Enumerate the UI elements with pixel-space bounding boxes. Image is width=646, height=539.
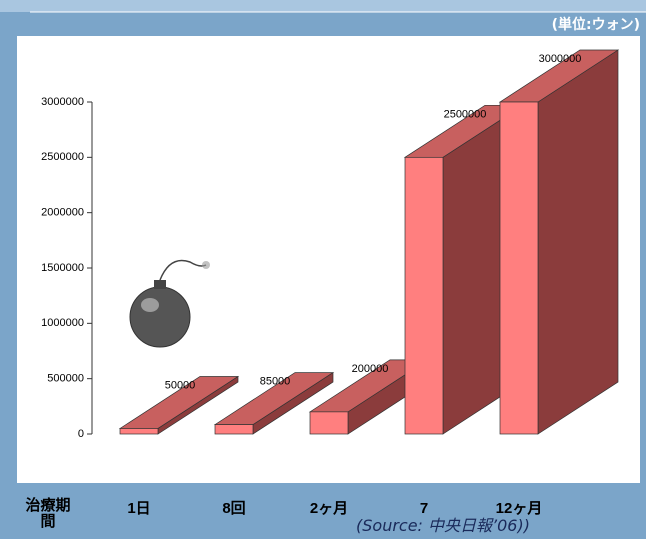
x-tick-label: 7 [420, 500, 428, 517]
y-tick-label: 0 [78, 428, 84, 440]
x-tick-label: 8回 [222, 500, 245, 517]
y-tick-label: 500000 [47, 373, 84, 385]
source-note: (Source: 中央日報’06)) [356, 516, 530, 535]
bar [499, 101, 539, 435]
unit-label: (単位:ウォン) [551, 17, 640, 33]
y-tick-label: 1500000 [41, 262, 84, 274]
bar-side [537, 49, 619, 435]
value-label: 50000 [165, 379, 196, 391]
bar [309, 411, 349, 435]
x-tick-label: 1日 [127, 500, 150, 517]
y-tick-label: 2000000 [41, 207, 84, 219]
value-label: 3000000 [539, 53, 582, 65]
value-label: 85000 [260, 376, 291, 388]
x-tick-label: 12ヶ月 [496, 500, 543, 517]
y-tick-label: 2500000 [41, 151, 84, 163]
value-label: 2500000 [444, 108, 487, 120]
bar [214, 424, 254, 435]
top-band [0, 0, 646, 12]
y-tick-label: 1000000 [41, 317, 84, 329]
x-axis-label: 治療期間 [25, 496, 71, 530]
value-label: 200000 [352, 363, 389, 375]
bomb [129, 259, 210, 348]
x-tick-label: 2ヶ月 [310, 500, 348, 517]
bar [404, 156, 444, 435]
bar [119, 428, 159, 435]
y-tick-label: 3000000 [41, 96, 84, 108]
